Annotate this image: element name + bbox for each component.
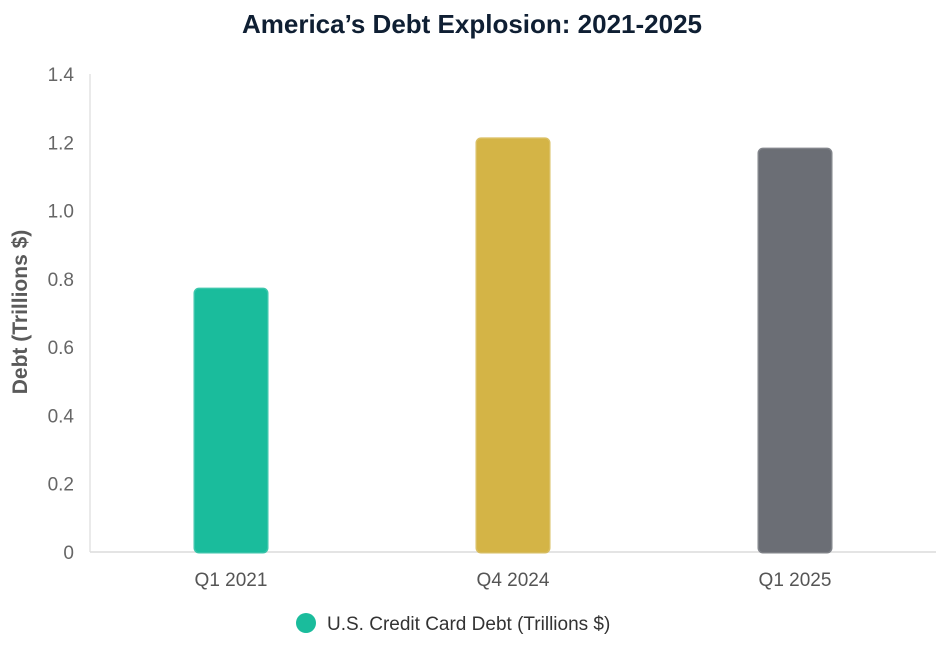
- legend-swatch[interactable]: [296, 613, 316, 633]
- y-tick-label: 0.8: [48, 270, 74, 291]
- y-tick-label: 0.2: [48, 475, 74, 496]
- bars-group: [193, 137, 833, 554]
- y-tick-label: 0.6: [48, 338, 74, 359]
- y-tick-label: 0.4: [48, 406, 75, 427]
- bar-q1-2021[interactable]: [193, 287, 269, 554]
- x-tick-labels: Q1 2021 Q4 2024 Q1 2025: [195, 570, 832, 591]
- x-tick-label: Q1 2025: [759, 570, 832, 591]
- y-tick-label: 1.4: [48, 65, 75, 86]
- legend[interactable]: U.S. Credit Card Debt (Trillions $): [296, 613, 610, 635]
- legend-label[interactable]: U.S. Credit Card Debt (Trillions $): [327, 614, 610, 635]
- x-tick-label: Q1 2021: [195, 570, 268, 591]
- y-tick-label: 1.0: [48, 202, 74, 223]
- chart-title: America’s Debt Explosion: 2021-2025: [242, 9, 702, 39]
- x-tick-label: Q4 2024: [477, 570, 550, 591]
- y-tick-labels: 0 0.2 0.4 0.6 0.8 1.0 1.2 1.4: [48, 65, 75, 564]
- bar-q4-2024[interactable]: [475, 137, 551, 554]
- bar-q1-2025[interactable]: [757, 147, 833, 554]
- y-tick-label: 1.2: [48, 133, 74, 154]
- y-axis-label: Debt (Trillions $): [9, 230, 32, 395]
- y-tick-label: 0: [63, 543, 74, 564]
